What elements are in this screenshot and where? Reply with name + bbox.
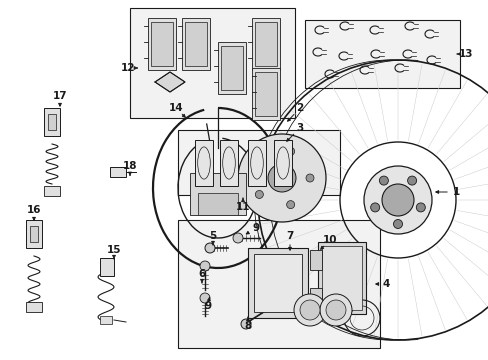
Text: 13: 13	[458, 49, 472, 59]
Bar	[321, 246, 361, 310]
Bar	[247, 248, 307, 318]
Circle shape	[286, 147, 294, 156]
Text: 12: 12	[121, 63, 135, 73]
Circle shape	[407, 176, 416, 185]
Bar	[110, 167, 126, 177]
Circle shape	[255, 158, 263, 166]
Circle shape	[200, 293, 209, 303]
Text: 5: 5	[209, 231, 216, 241]
Circle shape	[286, 201, 294, 209]
Circle shape	[363, 166, 431, 234]
Bar	[198, 193, 238, 215]
Text: 2: 2	[296, 103, 303, 113]
Bar	[148, 18, 176, 70]
Bar	[30, 226, 38, 242]
Circle shape	[238, 134, 325, 222]
Bar	[247, 140, 265, 186]
Text: 10: 10	[322, 235, 337, 245]
Text: 1: 1	[451, 187, 459, 197]
Bar	[182, 18, 209, 70]
Text: 18: 18	[122, 161, 137, 171]
Text: 7: 7	[286, 231, 293, 241]
Circle shape	[325, 300, 346, 320]
Circle shape	[200, 261, 209, 271]
Bar	[48, 114, 56, 130]
Text: 3: 3	[296, 123, 303, 133]
Bar	[190, 173, 245, 215]
Circle shape	[379, 176, 387, 185]
Bar	[251, 68, 280, 120]
Text: 17: 17	[53, 91, 67, 101]
Bar	[178, 220, 379, 348]
Bar	[44, 186, 60, 196]
Circle shape	[267, 164, 295, 192]
Circle shape	[381, 184, 413, 216]
Circle shape	[393, 220, 402, 229]
Bar	[221, 46, 243, 90]
Bar	[317, 242, 365, 314]
Bar	[100, 258, 114, 276]
Bar	[254, 22, 276, 66]
Text: 15: 15	[106, 245, 121, 255]
Text: 4: 4	[382, 279, 389, 289]
Circle shape	[370, 203, 379, 212]
Text: 11: 11	[235, 202, 250, 212]
Circle shape	[415, 203, 425, 212]
Bar	[195, 140, 213, 186]
Bar	[309, 250, 321, 270]
Text: 16: 16	[27, 205, 41, 215]
Bar	[184, 22, 206, 66]
Bar	[254, 72, 276, 116]
Text: 6: 6	[198, 269, 205, 279]
Circle shape	[241, 319, 250, 329]
Circle shape	[299, 300, 319, 320]
Text: 8: 8	[244, 321, 251, 331]
Circle shape	[305, 174, 313, 182]
Bar	[253, 254, 302, 312]
Bar	[130, 8, 294, 118]
Text: 9: 9	[204, 301, 211, 311]
Polygon shape	[155, 72, 184, 92]
Bar	[309, 288, 321, 308]
Bar	[100, 316, 112, 324]
Circle shape	[319, 294, 351, 326]
Text: 14: 14	[168, 103, 183, 113]
Bar	[44, 108, 60, 136]
Bar	[220, 140, 238, 186]
Circle shape	[204, 243, 215, 253]
Bar	[26, 220, 42, 248]
Circle shape	[232, 233, 243, 243]
Text: 9: 9	[252, 223, 259, 233]
Bar	[251, 18, 280, 70]
Bar	[151, 22, 173, 66]
Bar	[273, 140, 291, 186]
Bar	[26, 302, 42, 312]
Circle shape	[293, 294, 325, 326]
Bar	[218, 42, 245, 94]
Bar	[305, 20, 459, 88]
Circle shape	[255, 190, 263, 198]
Bar	[178, 130, 339, 195]
